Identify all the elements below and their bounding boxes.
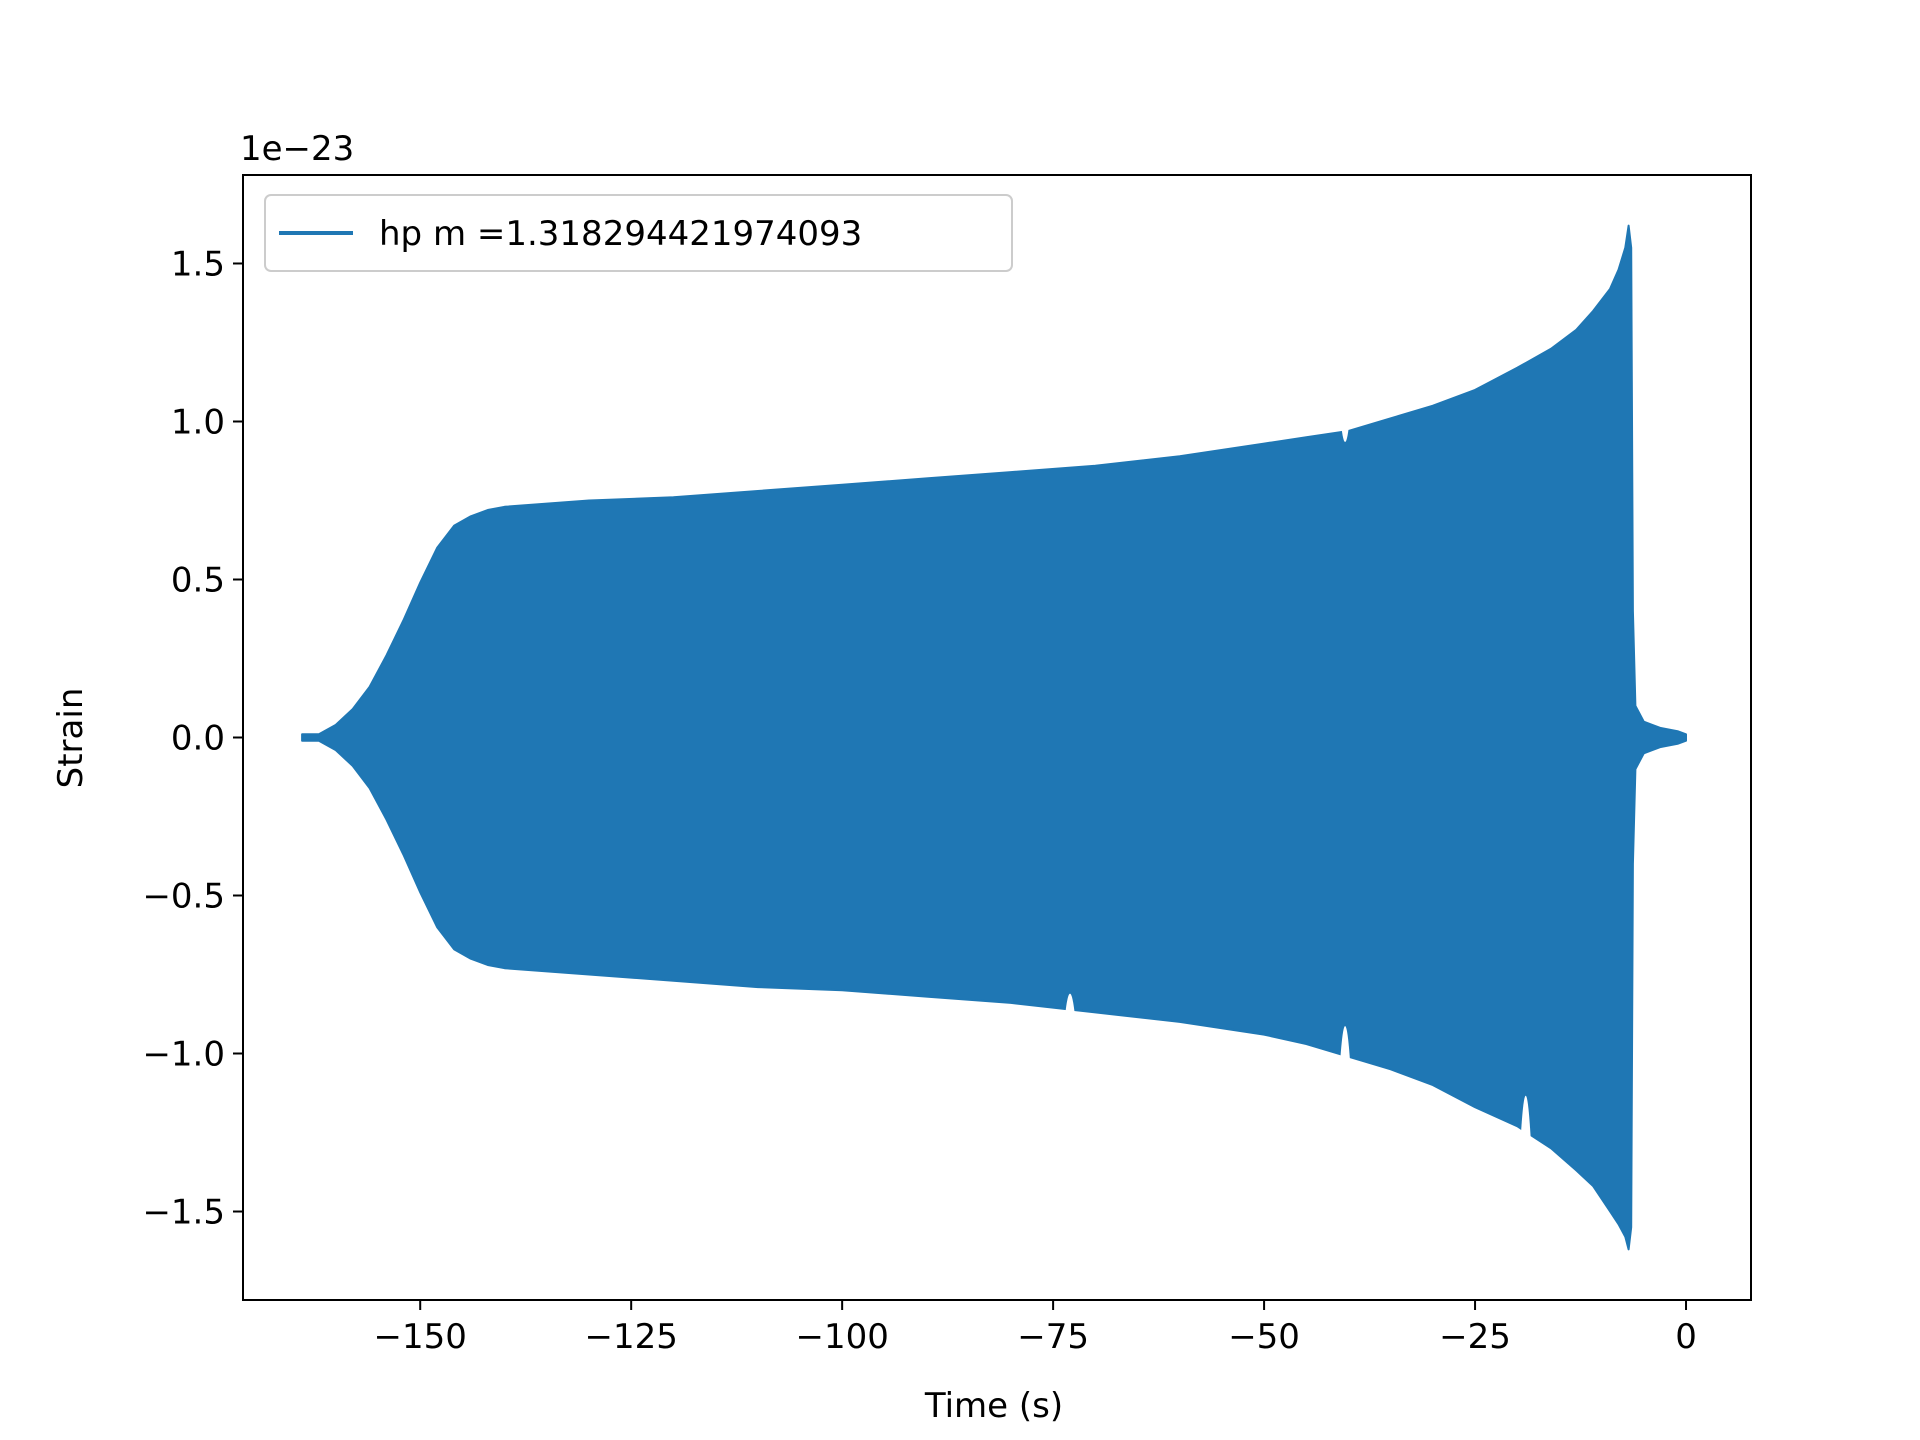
legend-box xyxy=(264,194,1013,272)
x-axis-label: Time (s) xyxy=(924,1386,1063,1426)
series-0-notch-upper-0 xyxy=(1340,415,1351,443)
y-tick-label: −0.5 xyxy=(142,877,225,917)
series-0-notch-lower-1 xyxy=(1064,993,1075,1016)
x-tick-label: −125 xyxy=(584,1317,677,1357)
series-0-waveform xyxy=(301,224,1687,1251)
y-tick-label: 0.5 xyxy=(171,560,225,600)
legend: hp m =1.318294421974093 xyxy=(264,194,1013,272)
x-tick-label: −150 xyxy=(374,1317,467,1357)
x-tick-label: 0 xyxy=(1675,1317,1697,1357)
y-offset-label: 1e−23 xyxy=(240,129,354,169)
y-tick-label: 1.0 xyxy=(171,402,225,442)
x-tick-label: −75 xyxy=(1017,1317,1089,1357)
series-0-notch-lower-0 xyxy=(1340,1026,1351,1062)
y-tick-label: −1.0 xyxy=(142,1035,225,1075)
y-axis-label: Strain xyxy=(51,688,91,789)
plot-area xyxy=(301,224,1687,1251)
x-tick-label: −25 xyxy=(1439,1317,1511,1357)
x-tick-label: −50 xyxy=(1228,1317,1300,1357)
x-tick-label: −100 xyxy=(795,1317,888,1357)
y-tick-label: 0.0 xyxy=(171,719,225,759)
y-tick-label: 1.5 xyxy=(171,244,225,284)
y-tick-label: −1.5 xyxy=(142,1193,225,1233)
legend-entry: hp m =1.318294421974093 xyxy=(379,214,862,254)
axes: −150 −125 −100 −75 −50 −25 0 −1.5 −1.0 −0.5 0.0 0.5… xyxy=(142,174,1752,1357)
series-0-notch-lower-2 xyxy=(1520,1095,1531,1139)
